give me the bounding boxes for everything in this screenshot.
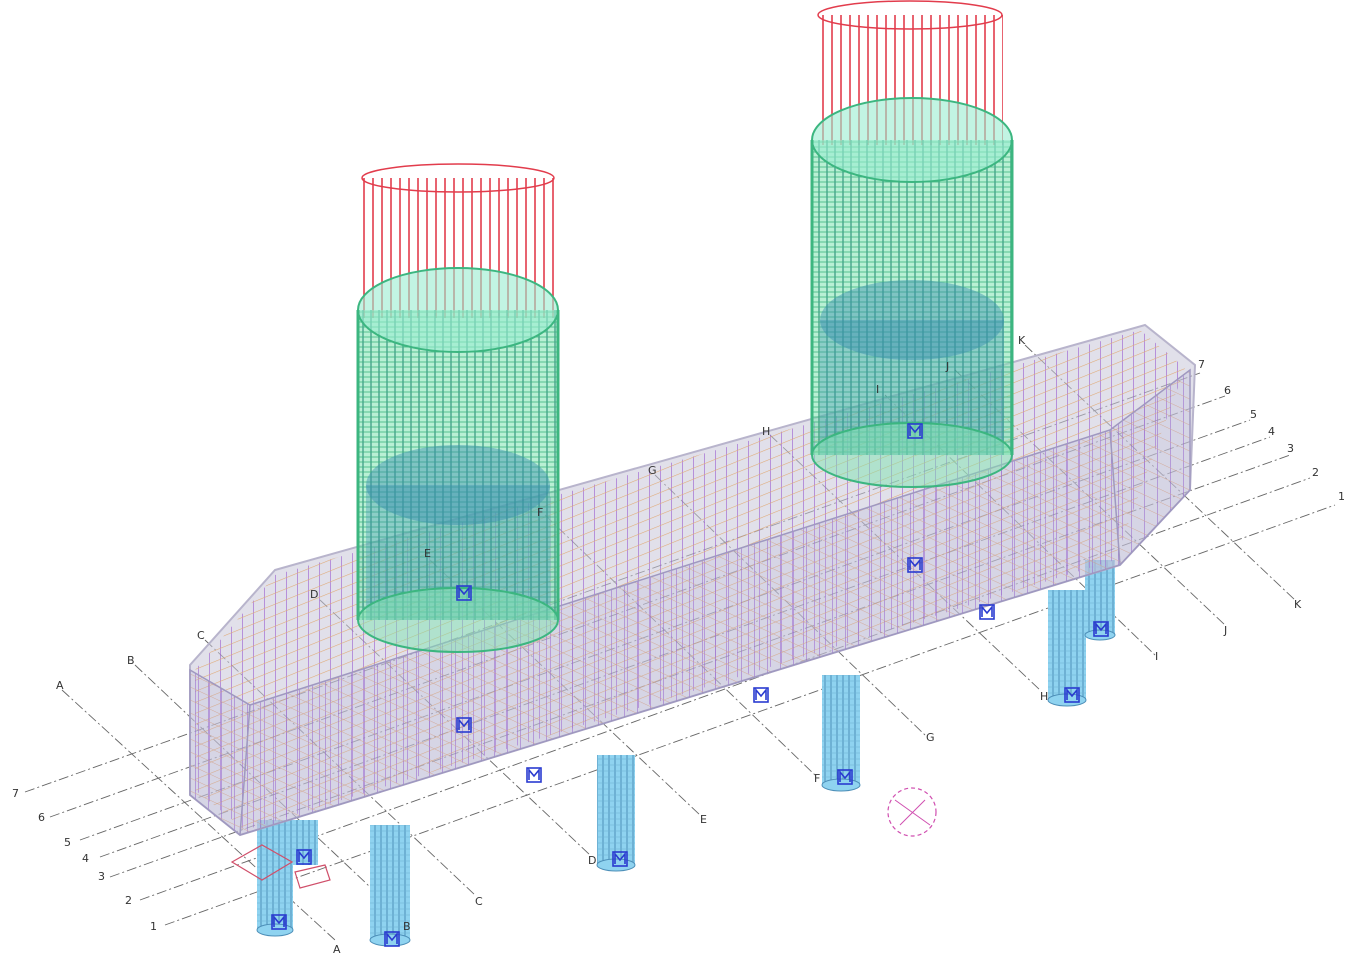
grid-label-H-top: H — [762, 425, 770, 438]
grid-label-1-right: 1 — [1338, 490, 1345, 503]
pile-marker-icon — [456, 585, 472, 601]
coordinate-axis-icon — [230, 844, 331, 889]
pile-marker-icon — [1064, 687, 1080, 703]
grid-label-I-bottom: I — [1155, 650, 1158, 663]
grid-label-K-top: K — [1018, 334, 1026, 347]
grid-label-3-right: 3 — [1287, 442, 1294, 455]
grid-label-H-bottom: H — [1040, 690, 1048, 703]
pile-marker-icon — [456, 717, 472, 733]
grid-label-5-left: 5 — [64, 836, 71, 849]
grid-labels-numbers: 1 2 3 4 5 6 7 1 2 3 4 5 6 7 — [12, 358, 1345, 933]
grid-label-G-bottom: G — [926, 731, 935, 744]
grid-label-K-bottom: K — [1294, 598, 1302, 611]
pile — [369, 825, 411, 947]
grid-label-D-top: D — [310, 588, 318, 601]
grid-label-B-top: B — [127, 654, 135, 667]
grid-label-2-left: 2 — [125, 894, 132, 907]
grid-label-G-top: G — [648, 464, 657, 477]
pile-marker-icon — [384, 931, 400, 947]
grid-label-E-bottom: E — [700, 813, 707, 826]
pile-marker-icon — [907, 423, 923, 439]
grid-label-C-top: C — [197, 629, 205, 642]
grid-label-A-bottom: A — [333, 943, 341, 953]
pile — [821, 675, 861, 792]
grid-label-J-top: J — [945, 360, 949, 373]
view-gizmo-icon[interactable] — [887, 787, 937, 837]
grid-label-1-left: 1 — [150, 920, 157, 933]
pile-markers — [271, 423, 1109, 947]
pile-marker-icon — [907, 557, 923, 573]
grid-label-B-bottom: B — [403, 920, 411, 933]
grid-label-6-left: 6 — [38, 811, 45, 824]
grid-label-J-bottom: J — [1223, 624, 1227, 637]
grid-label-7-right: 7 — [1198, 358, 1205, 371]
grid-label-7-left: 7 — [12, 787, 19, 800]
grid-label-C-bottom: C — [475, 895, 483, 908]
pile-marker-icon — [296, 849, 312, 865]
grid-label-5-right: 5 — [1250, 408, 1257, 421]
pile-marker-icon — [526, 767, 542, 783]
grid-label-F-top: F — [537, 506, 543, 519]
grid-label-I-top: I — [876, 383, 879, 396]
pile-marker-icon — [979, 604, 995, 620]
pile — [596, 755, 636, 872]
column-right[interactable] — [810, 0, 1014, 488]
grid-label-A-top: A — [56, 679, 64, 692]
pile-cap[interactable] — [189, 323, 1197, 837]
grid-label-D-bottom: D — [588, 854, 596, 867]
column-left[interactable] — [356, 163, 560, 653]
pile-marker-icon — [271, 914, 287, 930]
pile-marker-icon — [837, 769, 853, 785]
pile-marker-icon — [753, 687, 769, 703]
pile-marker-icon — [612, 851, 628, 867]
grid-label-F-bottom: F — [814, 772, 820, 785]
grid-label-4-right: 4 — [1268, 425, 1275, 438]
pile-marker-icon — [1093, 621, 1109, 637]
piles — [256, 560, 1116, 947]
grid-label-E-top: E — [424, 547, 431, 560]
grid-label-4-left: 4 — [82, 852, 89, 865]
grid-labels-letters: A B C D E F G H I J K A B C D E F G H I … — [56, 334, 1302, 953]
pile — [1047, 590, 1087, 707]
grid-label-6-right: 6 — [1224, 384, 1231, 397]
grid-label-2-right: 2 — [1312, 466, 1319, 479]
grid-label-3-left: 3 — [98, 870, 105, 883]
